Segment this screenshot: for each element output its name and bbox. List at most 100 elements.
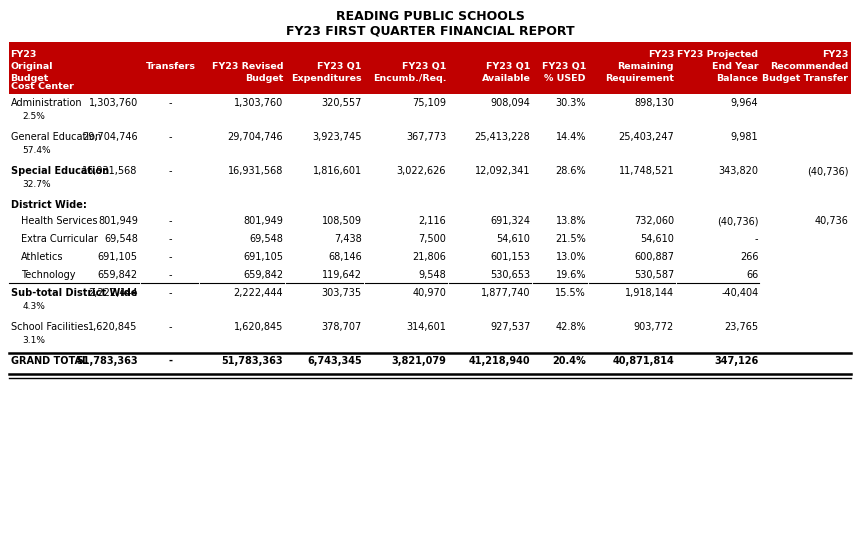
Text: 32.7%: 32.7% [22, 180, 52, 189]
Text: -: - [169, 166, 172, 176]
Text: 119,642: 119,642 [322, 270, 362, 280]
Text: Requirement: Requirement [605, 74, 674, 83]
Text: 23,765: 23,765 [724, 322, 759, 332]
Text: Transfers: Transfers [145, 62, 195, 71]
Text: FY23 Q1: FY23 Q1 [486, 62, 531, 71]
Text: -: - [169, 356, 173, 366]
Text: 21,806: 21,806 [412, 252, 446, 262]
Text: Health Services: Health Services [21, 216, 97, 226]
Text: 1,877,740: 1,877,740 [481, 288, 531, 298]
Text: 54,610: 54,610 [640, 234, 674, 244]
Text: 2,116: 2,116 [419, 216, 446, 226]
Text: 7,438: 7,438 [335, 234, 362, 244]
Text: 66: 66 [746, 270, 759, 280]
Text: Remaining: Remaining [617, 62, 674, 71]
Text: Technology: Technology [21, 270, 75, 280]
Text: 3,821,079: 3,821,079 [391, 356, 446, 366]
Text: Available: Available [482, 74, 531, 83]
Text: 691,324: 691,324 [490, 216, 531, 226]
Text: FY23 Q1: FY23 Q1 [402, 62, 446, 71]
Text: 54,610: 54,610 [496, 234, 531, 244]
Text: 19.6%: 19.6% [556, 270, 586, 280]
Text: % USED: % USED [544, 74, 586, 83]
Text: Extra Curricular: Extra Curricular [21, 234, 97, 244]
Text: 320,557: 320,557 [322, 98, 362, 108]
Text: -: - [169, 216, 172, 226]
Text: Encumb./Req.: Encumb./Req. [372, 74, 446, 83]
Text: 801,949: 801,949 [98, 216, 138, 226]
Text: 12,092,341: 12,092,341 [475, 166, 531, 176]
Text: -: - [755, 234, 759, 244]
Text: 29,704,746: 29,704,746 [228, 132, 283, 142]
Text: 659,842: 659,842 [98, 270, 138, 280]
Text: 41,218,940: 41,218,940 [469, 356, 531, 366]
Text: -: - [169, 132, 172, 142]
Text: 2.5%: 2.5% [22, 112, 46, 121]
Text: 3.1%: 3.1% [22, 336, 46, 345]
Text: Administration: Administration [10, 98, 83, 108]
Text: 14.4%: 14.4% [556, 132, 586, 142]
Text: 16,931,568: 16,931,568 [83, 166, 138, 176]
Text: General Education: General Education [10, 132, 101, 142]
Text: 21.5%: 21.5% [556, 234, 586, 244]
Text: Special Education: Special Education [10, 166, 108, 176]
Text: 898,130: 898,130 [634, 98, 674, 108]
Text: 108,509: 108,509 [322, 216, 362, 226]
Text: End Year: End Year [712, 62, 759, 71]
Text: Athletics: Athletics [21, 252, 63, 262]
Text: 927,537: 927,537 [490, 322, 531, 332]
Text: Budget: Budget [10, 74, 49, 83]
Text: 732,060: 732,060 [634, 216, 674, 226]
Text: 367,773: 367,773 [406, 132, 446, 142]
Text: 2,222,444: 2,222,444 [88, 288, 138, 298]
Text: 378,707: 378,707 [322, 322, 362, 332]
Text: 69,548: 69,548 [249, 234, 283, 244]
Text: 69,548: 69,548 [104, 234, 138, 244]
Text: School Facilities: School Facilities [10, 322, 88, 332]
Text: 1,620,845: 1,620,845 [89, 322, 138, 332]
Text: 303,735: 303,735 [322, 288, 362, 298]
Text: -40,404: -40,404 [722, 288, 759, 298]
Text: 347,126: 347,126 [714, 356, 759, 366]
Text: 51,783,363: 51,783,363 [222, 356, 283, 366]
Text: FY23 Revised: FY23 Revised [212, 62, 283, 71]
Text: 601,153: 601,153 [490, 252, 531, 262]
Text: 3,022,626: 3,022,626 [396, 166, 446, 176]
Text: 4.3%: 4.3% [22, 302, 46, 311]
Text: -: - [169, 234, 172, 244]
Text: 908,094: 908,094 [490, 98, 531, 108]
Text: 13.8%: 13.8% [556, 216, 586, 226]
Text: Expenditures: Expenditures [292, 74, 362, 83]
Text: Cost Center: Cost Center [10, 82, 73, 91]
Text: FY23 Projected: FY23 Projected [678, 50, 759, 59]
Text: 1,620,845: 1,620,845 [234, 322, 283, 332]
Text: -: - [169, 288, 172, 298]
Text: 29,704,746: 29,704,746 [83, 132, 138, 142]
Text: 40,736: 40,736 [814, 216, 849, 226]
Text: 51,783,363: 51,783,363 [77, 356, 138, 366]
Text: 40,970: 40,970 [412, 288, 446, 298]
Text: 2,222,444: 2,222,444 [234, 288, 283, 298]
Text: -: - [169, 270, 172, 280]
Text: 343,820: 343,820 [718, 166, 759, 176]
Text: 691,105: 691,105 [243, 252, 283, 262]
Text: 7,500: 7,500 [418, 234, 446, 244]
Text: 25,413,228: 25,413,228 [475, 132, 531, 142]
Text: 15.5%: 15.5% [556, 288, 586, 298]
Text: 600,887: 600,887 [634, 252, 674, 262]
Text: 20.4%: 20.4% [552, 356, 586, 366]
Text: 3,923,745: 3,923,745 [312, 132, 362, 142]
Text: 57.4%: 57.4% [22, 146, 52, 155]
Text: 40,871,814: 40,871,814 [612, 356, 674, 366]
Text: 530,587: 530,587 [634, 270, 674, 280]
Bar [9, 42, 851, 94]
Text: Recommended: Recommended [771, 62, 849, 71]
Text: 1,303,760: 1,303,760 [89, 98, 138, 108]
Text: GRAND TOTAL: GRAND TOTAL [10, 356, 88, 366]
Text: 9,548: 9,548 [419, 270, 446, 280]
Text: 1,918,144: 1,918,144 [625, 288, 674, 298]
Text: 6,743,345: 6,743,345 [307, 356, 362, 366]
Text: 9,964: 9,964 [731, 98, 759, 108]
Text: 903,772: 903,772 [634, 322, 674, 332]
Text: 75,109: 75,109 [412, 98, 446, 108]
